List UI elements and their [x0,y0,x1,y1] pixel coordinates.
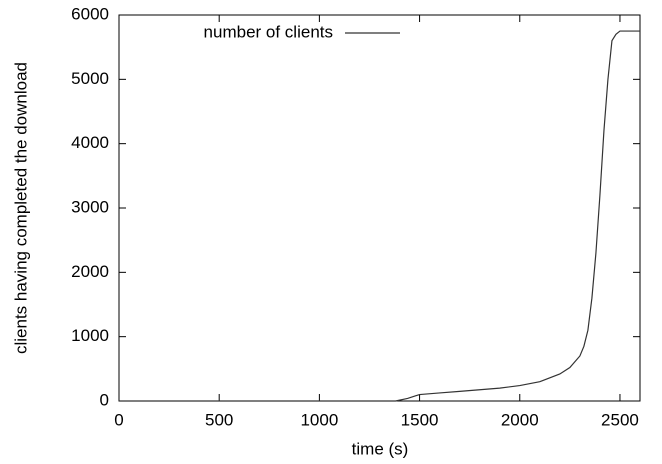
x-tick-label: 0 [114,410,123,429]
y-tick-label: 6000 [71,4,109,23]
y-tick-label: 0 [100,390,109,409]
x-tick-label: 500 [205,410,233,429]
x-tick-label: 2500 [601,410,639,429]
plot-frame [118,14,641,402]
x-tick-label: 2000 [501,410,539,429]
y-tick-label: 4000 [71,133,109,152]
x-axis-label: time (s) [352,439,409,458]
y-tick-label: 1000 [71,326,109,345]
y-tick-label: 3000 [71,197,109,216]
y-tick-label: 5000 [71,69,109,88]
y-axis-label: clients having completed the download [11,62,30,354]
x-tick-label: 1000 [300,410,338,429]
y-tick-label: 2000 [71,262,109,281]
legend-label: number of clients [204,22,333,41]
x-tick-label: 1500 [401,410,439,429]
data-line [119,30,640,402]
